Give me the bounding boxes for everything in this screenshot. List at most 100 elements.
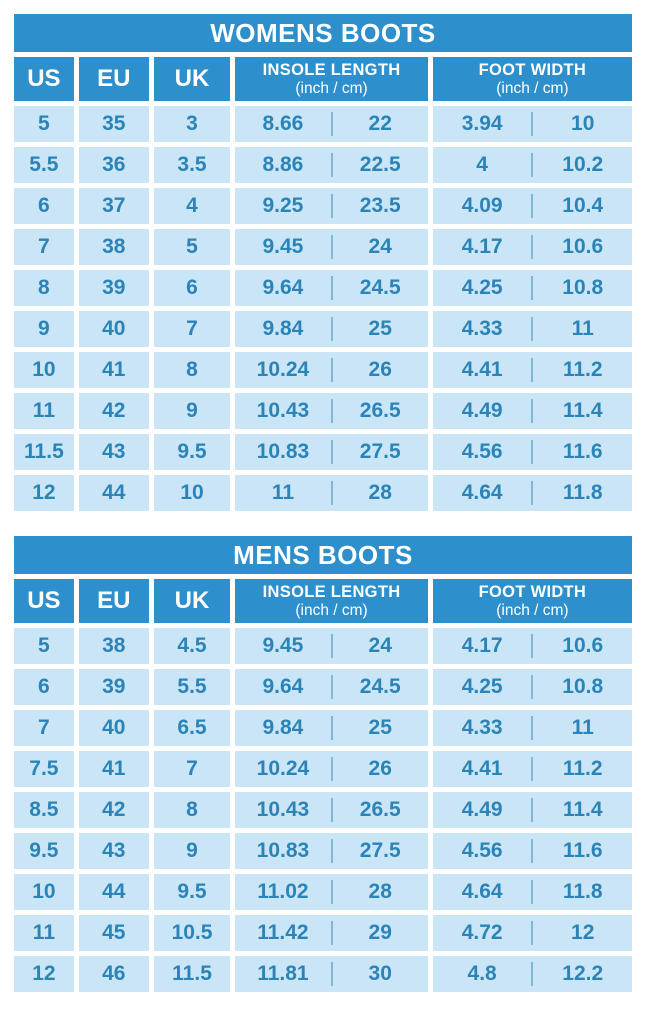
cm-value: 11.2 (562, 757, 603, 780)
inch-value: 4.17 (461, 634, 503, 657)
us-size-cell: 11 (14, 915, 74, 951)
uk-size-cell: 5 (153, 229, 231, 265)
inch-value: 4.64 (461, 880, 503, 903)
foot-width-cell-pair: 4.56 11.6 (433, 434, 632, 470)
foot-width-cell: 4.33 11 (432, 311, 632, 347)
cm-value: 24.5 (359, 276, 401, 299)
insole-length-cell-pair: 10.24 26 (235, 352, 428, 388)
inch-value: 9.45 (262, 634, 304, 657)
foot-width-cell: 4.72 12 (432, 915, 632, 951)
us-size-cell: 11.5 (14, 434, 74, 470)
cm-value: 11.4 (562, 798, 603, 821)
us-size-cell: 9.5 (14, 833, 74, 869)
foot-width-cell-pair: 4.64 11.8 (433, 475, 632, 511)
foot-width-cell: 4.17 10.6 (432, 628, 632, 664)
foot-width-units: (inch / cm) (496, 79, 569, 97)
inch-value: 10.83 (256, 839, 310, 862)
table-row: 5 38 4.5 9.45 24 4.17 10.6 (14, 628, 632, 664)
inch-value: 4.49 (461, 399, 503, 422)
uk-size-cell: 6 (153, 270, 231, 306)
unit-divider (330, 481, 333, 505)
insole-length-cell: 10.43 26.5 (235, 792, 428, 828)
us-size-cell: 8.5 (14, 792, 74, 828)
table-row: 5 35 3 8.66 22 3.94 10 (14, 106, 632, 142)
unit-divider (531, 634, 534, 658)
insole-length-cell-pair: 9.25 23.5 (235, 188, 428, 224)
col-header-us: US (14, 57, 74, 101)
col-header-foot-width: FOOT WIDTH (inch / cm) (432, 579, 632, 623)
cm-value: 26.5 (359, 798, 401, 821)
cm-value: 10.8 (562, 276, 604, 299)
mens-boots-rows: 5 38 4.5 9.45 24 4.17 10.6 6 39 5.5 9.64 24.5 4.25 10… (14, 628, 632, 992)
cm-value: 25 (368, 317, 392, 340)
cm-value: 10 (571, 112, 595, 135)
inch-value: 4.25 (461, 675, 503, 698)
table-title: WOMENS BOOTS (14, 14, 632, 52)
table-row: 7.5 41 7 10.24 26 4.41 11.2 (14, 751, 632, 787)
insole-length-cell: 8.86 22.5 (235, 147, 428, 183)
eu-size-cell: 41 (78, 352, 149, 388)
table-row: 9.5 43 9 10.83 27.5 4.56 11.6 (14, 833, 632, 869)
table-row: 11.5 43 9.5 10.83 27.5 4.56 11.6 (14, 434, 632, 470)
inch-value: 4.8 (467, 962, 497, 985)
table-row: 5.5 36 3.5 8.86 22.5 4 10.2 (14, 147, 632, 183)
inch-value: 4.33 (461, 317, 503, 340)
insole-length-cell: 9.25 23.5 (235, 188, 428, 224)
unit-divider (330, 276, 333, 300)
insole-length-cell: 10.24 26 (235, 751, 428, 787)
foot-width-cell-pair: 4.17 10.6 (433, 628, 632, 664)
unit-divider (531, 798, 534, 822)
cm-value: 10.6 (562, 235, 604, 258)
cm-value: 10.2 (562, 153, 604, 176)
unit-divider (330, 153, 333, 177)
insole-length-cell-pair: 10.83 27.5 (235, 833, 428, 869)
unit-divider (330, 798, 333, 822)
inch-value: 4.49 (461, 798, 503, 821)
unit-divider (330, 716, 333, 740)
inch-value: 4.09 (461, 194, 503, 217)
table-row: 10 41 8 10.24 26 4.41 11.2 (14, 352, 632, 388)
table-row: 12 46 11.5 11.81 30 4.8 12.2 (14, 956, 632, 992)
inch-value: 4.25 (461, 276, 503, 299)
insole-length-cell-pair: 11.81 30 (235, 956, 428, 992)
table-row: 6 37 4 9.25 23.5 4.09 10.4 (14, 188, 632, 224)
foot-width-cell: 4.56 11.6 (432, 833, 632, 869)
insole-length-cell-pair: 9.64 24.5 (235, 669, 428, 705)
unit-divider (531, 399, 534, 423)
uk-size-cell: 11.5 (153, 956, 231, 992)
insole-length-cell: 9.84 25 (235, 311, 428, 347)
cm-value: 23.5 (359, 194, 401, 217)
uk-size-cell: 7 (153, 751, 231, 787)
cm-value: 24 (368, 235, 392, 258)
uk-size-cell: 6.5 (153, 710, 231, 746)
inch-value: 3.94 (461, 112, 503, 135)
unit-divider (531, 440, 534, 464)
us-size-cell: 7 (14, 710, 74, 746)
insole-length-cell: 10.83 27.5 (235, 434, 428, 470)
table-row: 7 38 5 9.45 24 4.17 10.6 (14, 229, 632, 265)
insole-length-cell-pair: 11 28 (235, 475, 428, 511)
eu-size-cell: 46 (78, 956, 149, 992)
foot-width-cell: 4.25 10.8 (432, 270, 632, 306)
cm-value: 29 (368, 921, 392, 944)
us-size-cell: 6 (14, 669, 74, 705)
foot-width-cell: 4.49 11.4 (432, 393, 632, 429)
mens-boots-section: MENS BOOTS US EU UK INSOLE LENGTH (inch … (9, 531, 637, 997)
unit-divider (531, 276, 534, 300)
insole-length-cell: 11.42 29 (235, 915, 428, 951)
foot-width-cell-pair: 4.64 11.8 (433, 874, 632, 910)
unit-divider (330, 358, 333, 382)
unit-divider (531, 921, 534, 945)
foot-width-cell: 3.94 10 (432, 106, 632, 142)
eu-size-cell: 39 (78, 270, 149, 306)
inch-value: 10.24 (256, 358, 310, 381)
column-header-row: US EU UK INSOLE LENGTH (inch / cm) FOOT … (14, 579, 632, 623)
eu-size-cell: 39 (78, 669, 149, 705)
foot-width-cell-pair: 4.33 11 (433, 311, 632, 347)
eu-size-cell: 38 (78, 628, 149, 664)
foot-width-label: FOOT WIDTH (478, 582, 587, 601)
eu-size-cell: 44 (78, 874, 149, 910)
insole-length-units: (inch / cm) (295, 601, 368, 619)
insole-length-cell-pair: 8.86 22.5 (235, 147, 428, 183)
inch-value: 8.66 (262, 112, 304, 135)
